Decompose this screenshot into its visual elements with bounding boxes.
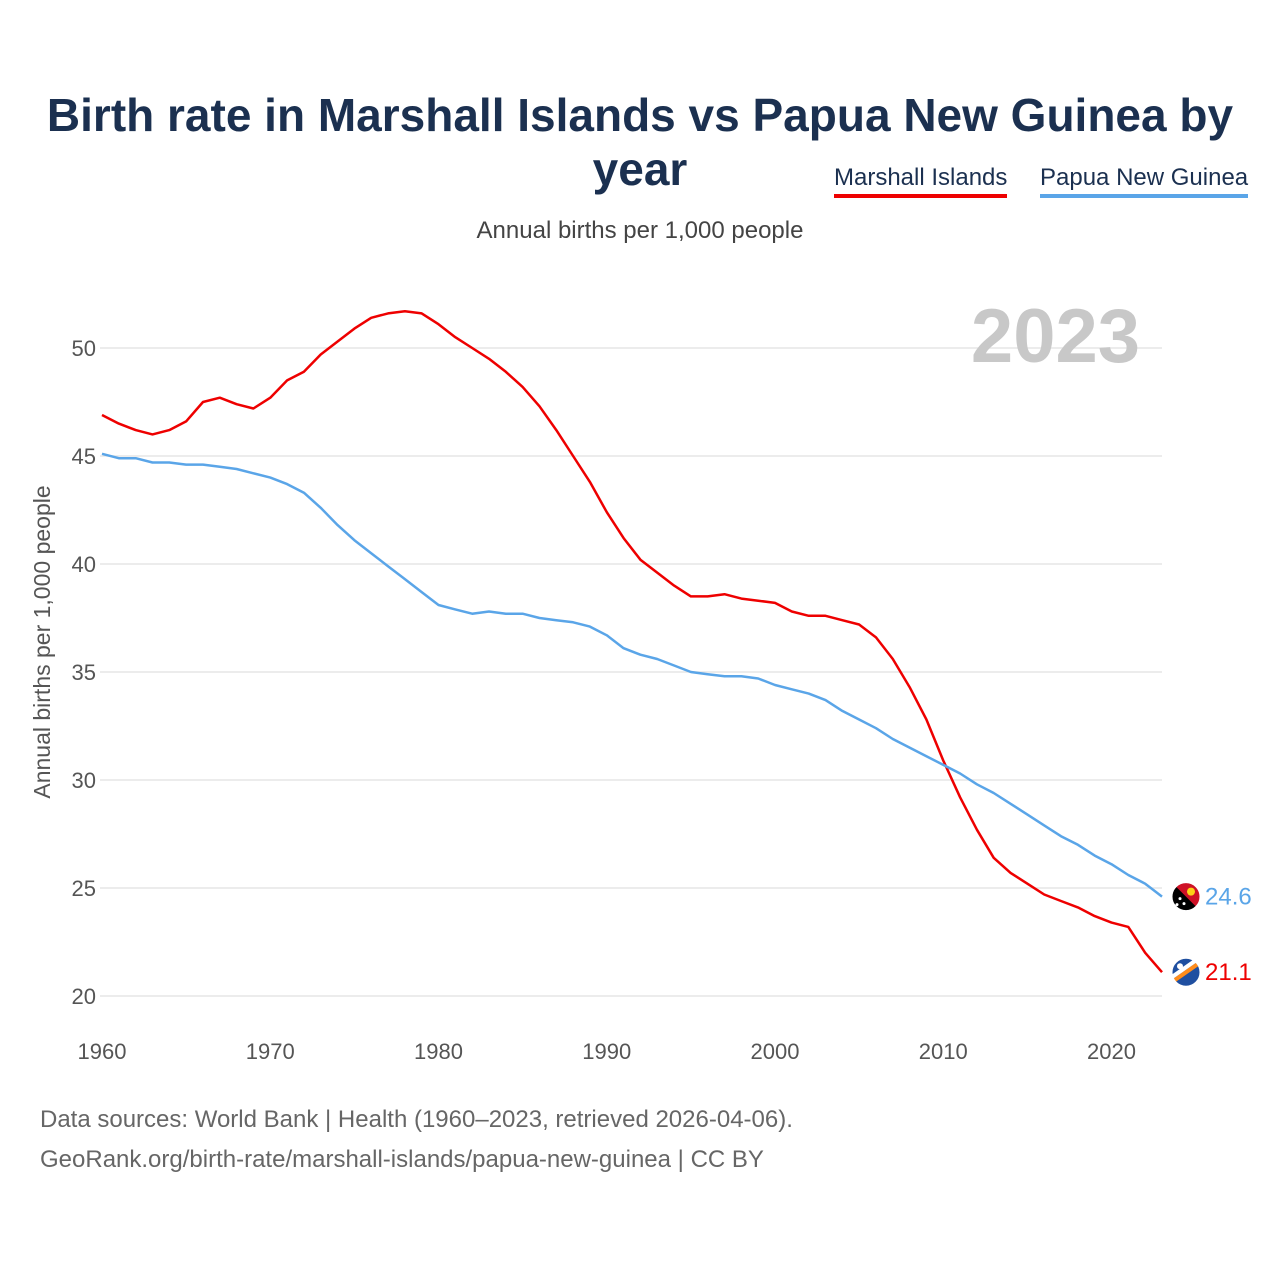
- legend-marshall-islands[interactable]: Marshall Islands: [834, 164, 1008, 198]
- x-tick-label: 1960: [78, 1039, 127, 1064]
- end-markers: 21.1 24.6: [1171, 882, 1252, 987]
- series-line-papua-new-guinea: [101, 452, 1163, 898]
- source-line: Data sources: World Bank | Health (1960–…: [40, 1106, 793, 1133]
- source-url[interactable]: GeoRank.org/birth-rate/marshall-islands/…: [40, 1146, 764, 1173]
- marshall-islands-flag-icon: [1171, 957, 1201, 987]
- y-axis-label: Annual births per 1,000 people: [29, 485, 55, 798]
- y-tick-label: 20: [72, 984, 96, 1009]
- series-lines: [101, 310, 1163, 974]
- y-axis-ticks: 20 25 30 35 40 45 50: [72, 336, 96, 1009]
- year-watermark: 2023: [971, 294, 1140, 379]
- y-tick-label: 45: [72, 444, 96, 469]
- chart-subtitle: Annual births per 1,000 people: [476, 217, 804, 244]
- x-tick-label: 2010: [919, 1039, 968, 1064]
- x-tick-label: 1990: [582, 1039, 631, 1064]
- y-tick-label: 30: [72, 768, 96, 793]
- grid-lines: [100, 347, 1162, 997]
- papua-new-guinea-flag-icon: [1171, 882, 1201, 912]
- end-value-label: 24.6: [1205, 884, 1252, 911]
- x-tick-label: 1980: [414, 1039, 463, 1064]
- x-axis-ticks: 1960 1970 1980 1990 2000 2010 2020: [78, 1039, 1136, 1064]
- y-tick-label: 25: [72, 876, 96, 901]
- chart-title: Birth rate in Marshall Islands vs Papua …: [46, 89, 1234, 195]
- end-value-label: 21.1: [1205, 959, 1252, 986]
- y-tick-label: 50: [72, 336, 96, 361]
- x-tick-label: 1970: [246, 1039, 295, 1064]
- x-tick-label: 2000: [751, 1039, 800, 1064]
- x-tick-label: 2020: [1087, 1039, 1136, 1064]
- y-tick-label: 35: [72, 660, 96, 685]
- legend-papua-new-guinea[interactable]: Papua New Guinea: [1040, 164, 1249, 198]
- series-line-marshall-islands: [101, 310, 1163, 974]
- y-tick-label: 40: [72, 552, 96, 577]
